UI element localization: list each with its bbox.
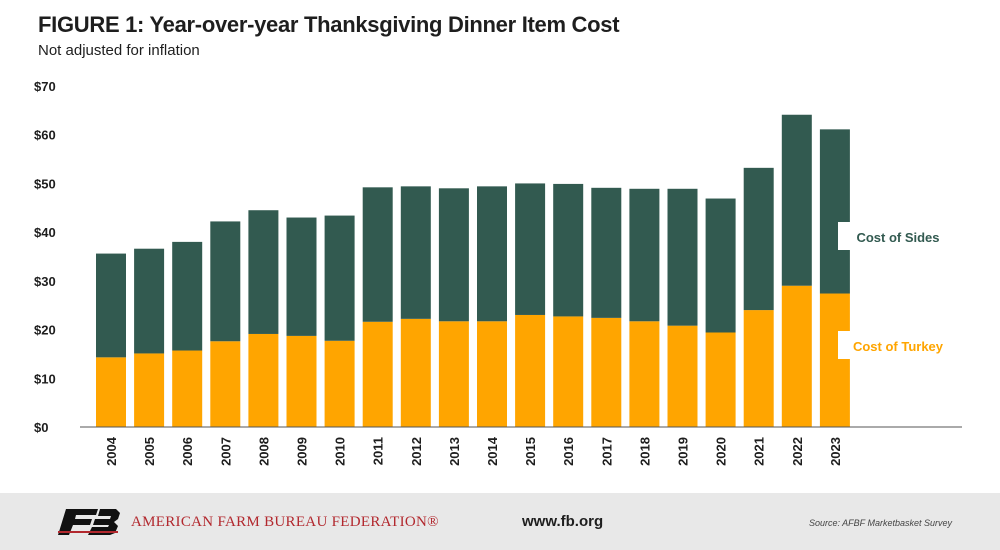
bar-turkey: [477, 321, 507, 427]
x-tick-label: 2020: [714, 437, 729, 466]
bar-turkey: [248, 333, 279, 427]
y-tick-label: $30: [34, 274, 56, 289]
x-tick-label: 2013: [447, 437, 462, 466]
fb-logo-icon: [58, 509, 120, 535]
bar-sides: [705, 198, 736, 333]
bar-turkey: [515, 314, 546, 427]
bar-sides: [96, 253, 126, 358]
chart-title: FIGURE 1: Year-over-year Thanksgiving Di…: [38, 12, 620, 37]
bar-turkey: [591, 317, 622, 427]
bar-sides: [477, 186, 507, 322]
bar-turkey: [819, 293, 850, 427]
bar-turkey: [743, 310, 774, 427]
source-note: Source: AFBF Marketbasket Survey: [808, 518, 952, 528]
chart-subtitle: Not adjusted for inflation: [38, 42, 200, 59]
bar-sides: [629, 188, 660, 322]
y-tick-label: $50: [34, 176, 56, 191]
bar-turkey: [400, 318, 431, 427]
footer: AMERICAN FARM BUREAU FEDERATION® www.fb.…: [0, 493, 1000, 550]
bar-sides: [400, 186, 431, 319]
bar-sides: [667, 188, 698, 326]
x-tick-label: 2007: [218, 437, 233, 466]
bar-sides: [515, 183, 546, 315]
bar-sides: [134, 248, 165, 354]
y-tick-label: $10: [34, 371, 56, 386]
x-tick-label: 2011: [371, 437, 386, 465]
bar-sides: [819, 129, 850, 294]
website-link[interactable]: www.fb.org: [522, 513, 604, 530]
x-tick-label: 2021: [752, 437, 767, 466]
bar-turkey: [324, 340, 355, 427]
bar-sides: [553, 183, 584, 317]
y-axis: $0 $10 $20 $30 $40 $50 $60 $70: [34, 79, 56, 435]
x-tick-label: 2006: [180, 437, 195, 466]
x-tick-label: 2008: [256, 437, 271, 466]
x-tick-label: 2012: [409, 437, 424, 466]
bar-sides: [324, 215, 355, 341]
x-tick-label: 2017: [599, 437, 614, 466]
x-tick-label: 2004: [104, 436, 119, 466]
bar-turkey: [629, 321, 660, 427]
legend-label: Cost of Sides: [856, 230, 939, 245]
bar-sides: [438, 188, 469, 322]
x-tick-label: 2023: [828, 437, 843, 466]
legend-label-box: [838, 331, 959, 359]
legend-label-box: [838, 222, 959, 250]
bar-sides: [286, 217, 317, 336]
x-tick-label: 2010: [333, 437, 348, 466]
bars-group: [80, 114, 962, 428]
x-tick-label: 2015: [523, 437, 538, 466]
y-tick-label: $20: [34, 323, 56, 338]
x-tick-label: 2009: [295, 437, 310, 466]
bar-sides: [172, 241, 203, 351]
bar-turkey: [210, 341, 241, 427]
x-tick-label: 2016: [561, 437, 576, 466]
stacked-bar-chart: $0 $10 $20 $30 $40 $50 $60 $70 2004 2005 2006 2007…: [34, 79, 962, 466]
legend-label: Cost of Turkey: [853, 339, 944, 354]
bar-turkey: [286, 335, 317, 427]
x-tick-label: 2005: [142, 437, 157, 466]
legend: Cost of Sides Cost of Turkey: [838, 222, 959, 359]
bar-turkey: [667, 325, 698, 427]
bar-sides: [248, 210, 279, 334]
bar-turkey: [96, 357, 126, 427]
x-axis: 2004 2005 2006 2007 2008 2009 2010 2011 2012 2013…: [104, 436, 843, 466]
bar-turkey: [134, 353, 165, 427]
x-tick-label: 2014: [485, 436, 500, 466]
y-tick-label: $40: [34, 225, 56, 240]
bar-turkey: [172, 350, 203, 427]
bar-sides: [210, 221, 241, 342]
y-tick-label: $60: [34, 128, 56, 143]
x-tick-label: 2018: [637, 437, 652, 466]
y-tick-label: $70: [34, 79, 56, 94]
org-name: AMERICAN FARM BUREAU FEDERATION®: [131, 514, 439, 530]
bar-turkey: [781, 285, 812, 427]
bar-sides: [781, 114, 812, 286]
bar-turkey: [705, 332, 736, 427]
bar-sides: [591, 187, 622, 318]
bar-sides: [743, 167, 774, 311]
bar-turkey: [362, 321, 393, 427]
bar-turkey: [438, 321, 469, 427]
bar-sides: [362, 187, 393, 322]
x-tick-label: 2022: [790, 437, 805, 466]
x-tick-label: 2019: [676, 437, 691, 466]
bar-turkey: [553, 316, 584, 427]
y-tick-label: $0: [34, 420, 48, 435]
afbf-logo: [58, 507, 122, 542]
